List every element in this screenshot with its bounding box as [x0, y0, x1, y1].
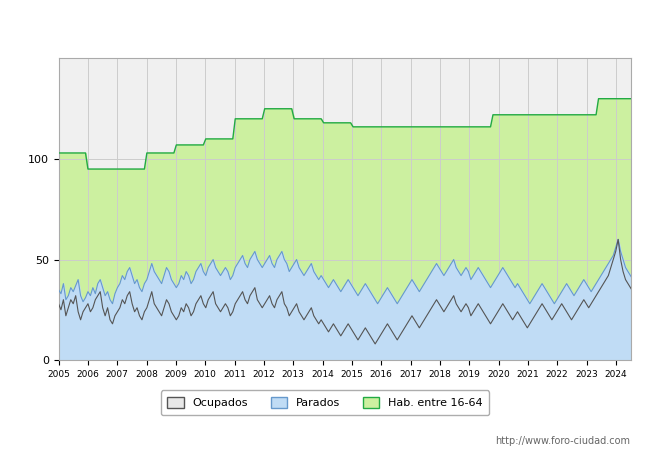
- Legend: Ocupados, Parados, Hab. entre 16-64: Ocupados, Parados, Hab. entre 16-64: [161, 390, 489, 415]
- Text: Valdehúncar - Evolucion de la poblacion en edad de Trabajar Mayo de 2024: Valdehúncar - Evolucion de la poblacion …: [73, 18, 577, 31]
- Text: http://www.foro-ciudad.com: http://www.foro-ciudad.com: [495, 436, 630, 446]
